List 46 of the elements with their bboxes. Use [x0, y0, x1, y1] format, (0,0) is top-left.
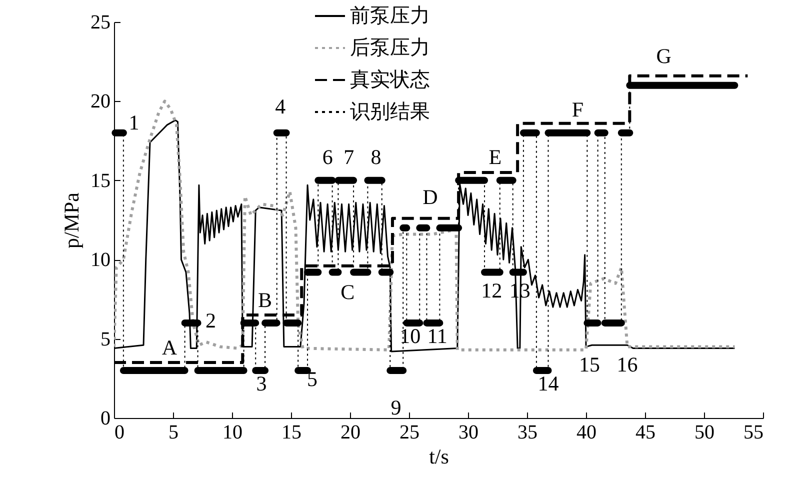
x-axis-title: t/s [429, 444, 449, 468]
annotation: 1 [128, 110, 140, 134]
annotation: A [162, 335, 178, 360]
annotation: 10 [400, 324, 421, 348]
legend-label: 真实状态 [350, 69, 430, 91]
x-tick-label: 45 [636, 422, 656, 444]
x-tick-label: 20 [340, 422, 360, 444]
annotation: 15 [579, 352, 600, 377]
x-tick-label: 25 [400, 422, 420, 444]
y-tick-label: 5 [100, 328, 110, 350]
annotation: 12 [481, 278, 502, 302]
x-tick-label: 5 [168, 422, 178, 444]
annotation: 11 [427, 324, 448, 348]
annotation: 14 [538, 372, 560, 396]
annotation: D [422, 184, 438, 209]
x-tick-label: 30 [458, 422, 478, 444]
annotation: 7 [344, 145, 354, 170]
annotation: 6 [322, 145, 333, 170]
y-tick-label: 15 [90, 170, 110, 192]
annotation: F [572, 98, 584, 122]
x-tick-label: 40 [576, 422, 596, 444]
annotation: 16 [616, 352, 638, 377]
y-tick-label: 10 [90, 249, 110, 272]
annotation: 2 [206, 308, 216, 332]
annotation: B [258, 288, 272, 312]
y-axis-title: p/MPa [60, 192, 84, 249]
y-tick-label: 20 [90, 90, 110, 113]
annotation: E [488, 145, 502, 170]
x-tick-label: 55 [744, 422, 764, 444]
annotation: 8 [370, 145, 382, 170]
annotation: 5 [306, 366, 318, 391]
legend-label: 识别结果 [350, 101, 430, 123]
annotation: C [340, 280, 355, 304]
annotation: 4 [275, 94, 286, 119]
y-tick-label: 25 [90, 12, 110, 34]
x-tick-label: 15 [282, 422, 302, 444]
x-tick-label: 50 [694, 422, 714, 444]
x-tick-label: 0 [114, 422, 124, 444]
x-tick-label: 10 [222, 422, 242, 444]
annotation: G [656, 44, 672, 68]
annotation: 3 [256, 372, 267, 396]
annotation: 9 [390, 395, 402, 420]
legend-label: 前泵压力 [350, 5, 430, 27]
y-tick-label: 0 [100, 408, 110, 430]
legend-label: 后泵压力 [350, 37, 430, 59]
x-tick-label: 35 [518, 422, 538, 444]
